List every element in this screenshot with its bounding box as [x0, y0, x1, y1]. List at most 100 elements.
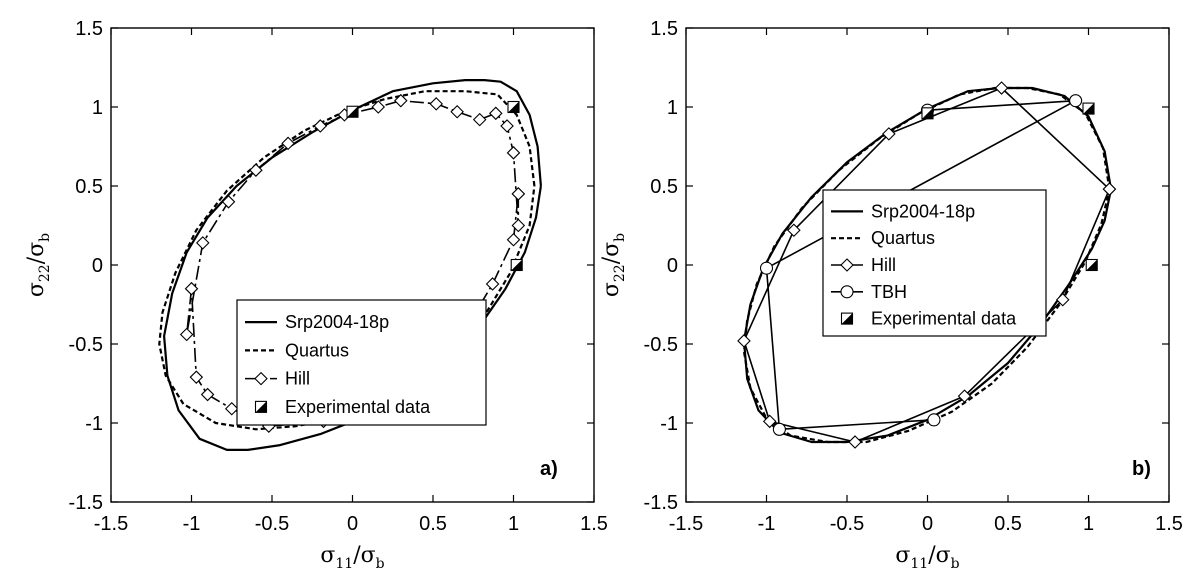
- y-tick-label: 1: [667, 97, 678, 119]
- y-tick-label: 0: [667, 255, 678, 277]
- legend-label-experimental-data: Experimental data: [871, 309, 1017, 329]
- legend-marker-experimental-data: [840, 312, 854, 325]
- data-point-experimental-data: [1082, 102, 1095, 115]
- experimental-marker-fill: [1086, 259, 1098, 271]
- legend-box: [822, 189, 1047, 337]
- data-point-hill: [313, 119, 328, 133]
- data-point-hill: [394, 93, 408, 108]
- data-point-hill: [371, 100, 386, 114]
- experimental-marker-fill: [922, 107, 933, 119]
- data-point-hill: [189, 370, 204, 384]
- x-tick-label: 0.5: [994, 513, 1022, 535]
- legend-label-experimental-data: Experimental data: [285, 397, 431, 417]
- legend-marker-hill: [840, 258, 854, 272]
- y-tick-label: 0.5: [650, 176, 678, 198]
- data-point-hill: [500, 119, 514, 133]
- x-tick-label: -1: [183, 513, 201, 535]
- data-point-experimental-data: [346, 105, 359, 118]
- data-point-hill: [249, 163, 263, 177]
- panel-label: b): [1132, 458, 1151, 480]
- x-tick-label: 1.5: [1155, 513, 1183, 535]
- data-point-hill: [511, 187, 526, 201]
- data-point-hill: [957, 389, 972, 403]
- data-point-hill: [485, 277, 500, 291]
- x-tick-label: 0.5: [419, 513, 447, 535]
- legend-label-srp2004-18p: Srp2004-18p: [285, 312, 389, 332]
- legend-marker-experimental-data: [254, 400, 268, 413]
- chart-panel-b: -1.5 -1 -0.5 0 0.5 1 1.5 -1.5 -1 -0.5 0 0.5 1 1.5 σ11/…: [599, 18, 1183, 572]
- data-point-hill: [848, 435, 862, 449]
- series-line-hill: [743, 87, 1111, 443]
- y-tick-label: 0.5: [75, 176, 103, 198]
- x-tick-label: 0: [922, 513, 933, 535]
- data-point-experimental-data: [921, 107, 934, 120]
- data-point-hill: [472, 112, 487, 127]
- x-tick-label: 1: [508, 513, 519, 535]
- legend-marker-hill: [254, 371, 268, 386]
- legend: Srp2004-18p Quartus Hill TBH Experimental da…: [822, 189, 1047, 337]
- data-point-hill: [506, 146, 521, 160]
- experimental-marker-fill: [255, 401, 267, 413]
- data-point-tbh: [1069, 94, 1083, 108]
- x-tick-label: -1.5: [94, 513, 128, 535]
- data-point-experimental-data: [1085, 258, 1098, 272]
- legend: Srp2004-18p Quartus Hill Experimental data: [236, 299, 487, 426]
- data-point-hill: [882, 127, 896, 141]
- legend-label-hill: Hill: [871, 255, 896, 275]
- data-point-hill: [1055, 292, 1070, 307]
- chart-panel-a: -1.5 -1 -0.5 0 0.5 1 1.5 -1.5 -1 -0.5 0 0.5 1 1.5 σ11/…: [24, 18, 608, 572]
- y-tick-label: 1: [92, 97, 103, 119]
- x-tick-label: -0.5: [255, 513, 289, 535]
- y-tick-label: -0.5: [69, 334, 103, 356]
- experimental-marker-fill: [1083, 103, 1094, 115]
- y-tick-label: -0.5: [644, 334, 678, 356]
- legend-label-quartus: Quartus: [871, 228, 935, 248]
- y-tick-label: -1: [85, 413, 103, 435]
- x-tick-label: -0.5: [830, 513, 864, 535]
- y-tick-label: 1.5: [650, 18, 678, 40]
- legend-marker-tbh: [840, 285, 854, 299]
- data-point-tbh: [927, 413, 941, 427]
- data-point-tbh: [759, 261, 774, 275]
- data-point-hill: [184, 281, 199, 296]
- data-point-tbh: [772, 422, 786, 436]
- data-point-experimental-data: [510, 258, 523, 272]
- experimental-marker-fill: [511, 259, 523, 271]
- y-tick-label: 0: [92, 255, 103, 277]
- y-tick-label: -1.5: [69, 492, 103, 514]
- legend-label-tbh: TBH: [871, 282, 907, 302]
- data-point-hill: [994, 81, 1009, 95]
- x-tick-label: -1.5: [669, 513, 703, 535]
- data-point-hill: [511, 218, 526, 233]
- data-point-hill: [195, 236, 210, 250]
- data-point-hill: [200, 387, 215, 402]
- data-point-hill: [1102, 182, 1117, 196]
- data-point-hill: [281, 136, 295, 151]
- y-tick-label: 1.5: [75, 18, 103, 40]
- y-axis-title: σ22/σb: [24, 233, 53, 297]
- y-axis-title: σ22/σb: [599, 233, 628, 297]
- x-tick-label: -1: [758, 513, 776, 535]
- data-point-hill: [762, 414, 777, 429]
- x-axis-title: σ11/σb: [895, 543, 959, 572]
- data-point-hill: [450, 104, 464, 119]
- y-tick-label: -1: [660, 413, 678, 435]
- data-point-hill: [506, 232, 521, 247]
- data-point-hill: [787, 223, 801, 238]
- data-point-hill: [737, 334, 751, 348]
- x-tick-label: 0: [347, 513, 358, 535]
- legend-label-quartus: Quartus: [285, 340, 349, 360]
- data-point-hill: [179, 327, 194, 342]
- x-tick-label: 1.5: [580, 513, 608, 535]
- legend-label-hill: Hill: [285, 369, 310, 389]
- panel-label: a): [540, 458, 558, 480]
- data-point-hill: [221, 195, 236, 209]
- series-line-quartus: [742, 86, 1111, 444]
- data-point-hill: [489, 106, 503, 121]
- experimental-marker-fill: [347, 106, 358, 118]
- x-axis-title: σ11/σb: [320, 543, 384, 572]
- experimental-marker-fill: [508, 101, 519, 113]
- experimental-marker-fill: [841, 313, 853, 325]
- data-point-hill: [429, 97, 443, 111]
